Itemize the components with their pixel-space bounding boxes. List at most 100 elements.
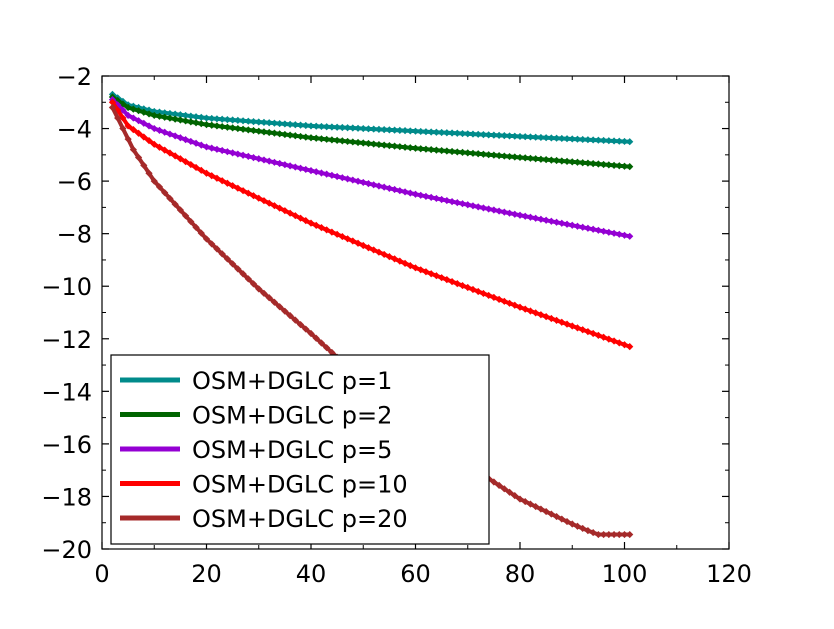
data-point [396, 143, 404, 151]
data-point [464, 201, 472, 209]
data-point [385, 253, 393, 261]
data-point [333, 136, 341, 144]
data-point [286, 120, 294, 128]
data-point [108, 98, 117, 106]
data-point [213, 174, 221, 182]
data-point [349, 138, 357, 146]
data-point [270, 119, 279, 127]
legend-entry: OSM+DGLC p=20 [120, 505, 408, 533]
data-point [140, 108, 148, 116]
data-point [296, 214, 305, 222]
data-point [338, 137, 346, 145]
data-point [249, 153, 258, 162]
data-point [626, 163, 634, 171]
data-point [223, 179, 231, 187]
data-point [338, 174, 346, 182]
data-point [542, 507, 550, 516]
data-point [129, 126, 137, 134]
data-point [458, 200, 467, 208]
data-point [108, 103, 117, 112]
data-point [505, 299, 514, 307]
data-point [490, 206, 498, 214]
data-point [333, 230, 341, 238]
data-point [286, 312, 294, 320]
data-point [505, 152, 514, 161]
data-point [218, 146, 226, 155]
data-point [244, 275, 252, 283]
data-point [234, 116, 242, 125]
data-point [218, 250, 226, 258]
data-point [600, 160, 608, 169]
data-point [145, 169, 153, 177]
data-point [626, 530, 634, 539]
data-point [140, 133, 148, 141]
x-tick-label: 120 [706, 560, 752, 588]
data-point [291, 316, 299, 324]
data-point [218, 177, 226, 185]
data-point [312, 122, 320, 130]
data-point [124, 111, 132, 120]
legend-label: OSM+DGLC p=1 [192, 367, 392, 395]
data-point [521, 497, 529, 506]
data-point [615, 230, 623, 238]
data-point [192, 163, 200, 172]
legend-label: OSM+DGLC p=5 [192, 436, 392, 464]
data-point [584, 224, 592, 232]
data-point [490, 151, 498, 159]
data-point [124, 122, 132, 130]
data-point [485, 131, 493, 139]
data-point [370, 181, 378, 189]
data-point [202, 121, 211, 129]
data-point [249, 117, 258, 126]
data-point [542, 216, 550, 224]
data-point [380, 250, 388, 259]
data-point [464, 149, 472, 157]
data-point [176, 206, 184, 214]
x-tick-label: 0 [94, 560, 109, 588]
data-point [537, 215, 545, 223]
data-point [448, 147, 456, 156]
x-tick-label: 40 [296, 560, 327, 588]
data-point [176, 116, 184, 124]
data-point [307, 134, 315, 142]
data-point [202, 169, 211, 177]
data-point [610, 229, 618, 237]
data-point [589, 136, 597, 144]
data-point [469, 130, 477, 138]
data-point [286, 209, 294, 217]
data-point [312, 334, 320, 342]
data-point [155, 108, 164, 116]
data-point [568, 135, 576, 143]
data-point [610, 161, 618, 169]
data-point [385, 184, 393, 192]
data-point [119, 124, 127, 133]
data-point [229, 116, 237, 124]
data-point [349, 237, 357, 245]
data-point [579, 159, 587, 167]
data-point [161, 113, 169, 121]
y-tick-label: −16 [41, 431, 92, 459]
data-point [114, 114, 122, 122]
data-point [568, 158, 576, 166]
data-point [302, 325, 310, 333]
data-point [239, 117, 247, 125]
data-point [296, 121, 305, 129]
data-point [547, 510, 555, 518]
data-point [573, 522, 582, 530]
data-point [208, 114, 216, 123]
data-point [427, 146, 435, 154]
data-point [270, 298, 279, 306]
data-point [594, 226, 602, 234]
data-point [516, 211, 524, 219]
data-point [406, 261, 414, 270]
data-point [474, 203, 482, 211]
data-point [552, 512, 561, 521]
data-point [579, 135, 587, 144]
data-point [490, 131, 498, 139]
data-point [244, 117, 252, 125]
data-point [354, 177, 362, 185]
data-point [516, 153, 524, 162]
data-point [600, 227, 608, 235]
data-point [150, 177, 158, 185]
data-point [537, 505, 545, 513]
